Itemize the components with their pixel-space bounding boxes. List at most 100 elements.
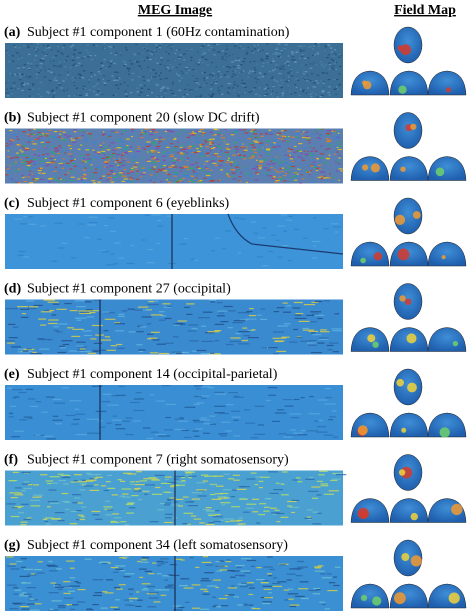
image-streak (302, 73, 304, 75)
image-streak (225, 143, 230, 145)
image-streak (35, 401, 42, 403)
image-streak (278, 72, 282, 75)
image-streak (147, 88, 150, 90)
image-streak (190, 145, 192, 148)
image-streak (257, 49, 260, 52)
image-streak (228, 92, 231, 95)
image-streak (173, 324, 180, 326)
image-streak (157, 168, 161, 170)
image-streak (202, 311, 213, 313)
image-streak (162, 575, 171, 577)
image-streak (192, 164, 194, 166)
image-streak (262, 602, 271, 605)
image-streak (288, 147, 290, 149)
image-streak (191, 584, 201, 586)
image-streak (258, 95, 262, 97)
image-streak (311, 313, 319, 315)
image-streak (238, 47, 241, 49)
image-streak (149, 337, 158, 339)
image-streak (73, 52, 75, 55)
image-streak (17, 162, 21, 164)
image-streak (186, 49, 189, 51)
image-streak (286, 181, 289, 183)
image-streak (196, 148, 199, 150)
image-streak (172, 336, 179, 338)
image-streak (323, 179, 328, 181)
image-streak (136, 599, 143, 601)
image-streak (19, 593, 24, 595)
image-streak (21, 85, 24, 88)
image-streak (20, 524, 27, 526)
image-streak (263, 506, 270, 508)
image-streak (155, 166, 160, 168)
image-streak (277, 256, 283, 258)
image-streak (211, 160, 216, 162)
image-streak (195, 177, 198, 179)
image-streak (250, 472, 257, 474)
image-streak (67, 71, 69, 73)
image-streak (245, 86, 247, 88)
image-streak (274, 512, 285, 515)
image-streak (272, 85, 275, 87)
image-streak (103, 506, 113, 508)
image-streak (230, 164, 233, 166)
image-streak (55, 87, 58, 89)
image-streak (309, 152, 312, 155)
image-streak (186, 136, 191, 138)
image-streak (146, 323, 152, 325)
image-streak (195, 88, 197, 90)
image-streak (123, 599, 135, 601)
image-streak (69, 43, 72, 45)
field-blob (407, 382, 417, 393)
image-streak (105, 67, 109, 69)
image-streak (51, 136, 56, 138)
image-streak (194, 130, 198, 132)
image-streak (149, 134, 154, 136)
image-streak (275, 482, 280, 484)
image-streak (222, 153, 225, 155)
image-streak (57, 45, 59, 48)
image-streak (116, 71, 119, 73)
image-streak (69, 159, 75, 161)
image-streak (207, 513, 215, 515)
image-streak (224, 54, 226, 56)
image-streak (312, 45, 315, 47)
image-streak (282, 68, 286, 70)
image-streak (216, 138, 219, 140)
image-streak (190, 515, 197, 517)
image-streak (198, 317, 210, 319)
image-streak (100, 426, 106, 428)
image-streak (220, 147, 223, 149)
image-streak (186, 303, 195, 305)
image-streak (251, 565, 255, 567)
image-streak (260, 73, 262, 75)
image-streak (155, 147, 160, 149)
field-map (350, 368, 467, 438)
image-streak (210, 142, 215, 144)
image-streak (203, 134, 206, 136)
image-streak (229, 147, 232, 149)
image-streak (105, 514, 113, 516)
field-blob (410, 512, 418, 521)
image-streak (189, 89, 192, 91)
image-streak (196, 482, 206, 484)
image-streak (224, 128, 227, 131)
image-streak (86, 309, 93, 311)
image-streak (212, 158, 215, 160)
image-streak (173, 501, 179, 503)
image-streak (185, 72, 188, 74)
image-streak (225, 521, 230, 523)
image-streak (280, 138, 285, 140)
image-streak (238, 176, 242, 178)
field-map (350, 26, 467, 96)
image-streak (145, 143, 150, 145)
image-streak (233, 320, 246, 322)
image-streak (203, 79, 205, 81)
image-streak (139, 137, 144, 139)
image-streak (6, 503, 16, 505)
image-streak (106, 349, 116, 351)
image-streak (75, 137, 79, 139)
image-streak (234, 161, 237, 163)
image-streak (289, 70, 292, 72)
image-streak (127, 308, 135, 310)
